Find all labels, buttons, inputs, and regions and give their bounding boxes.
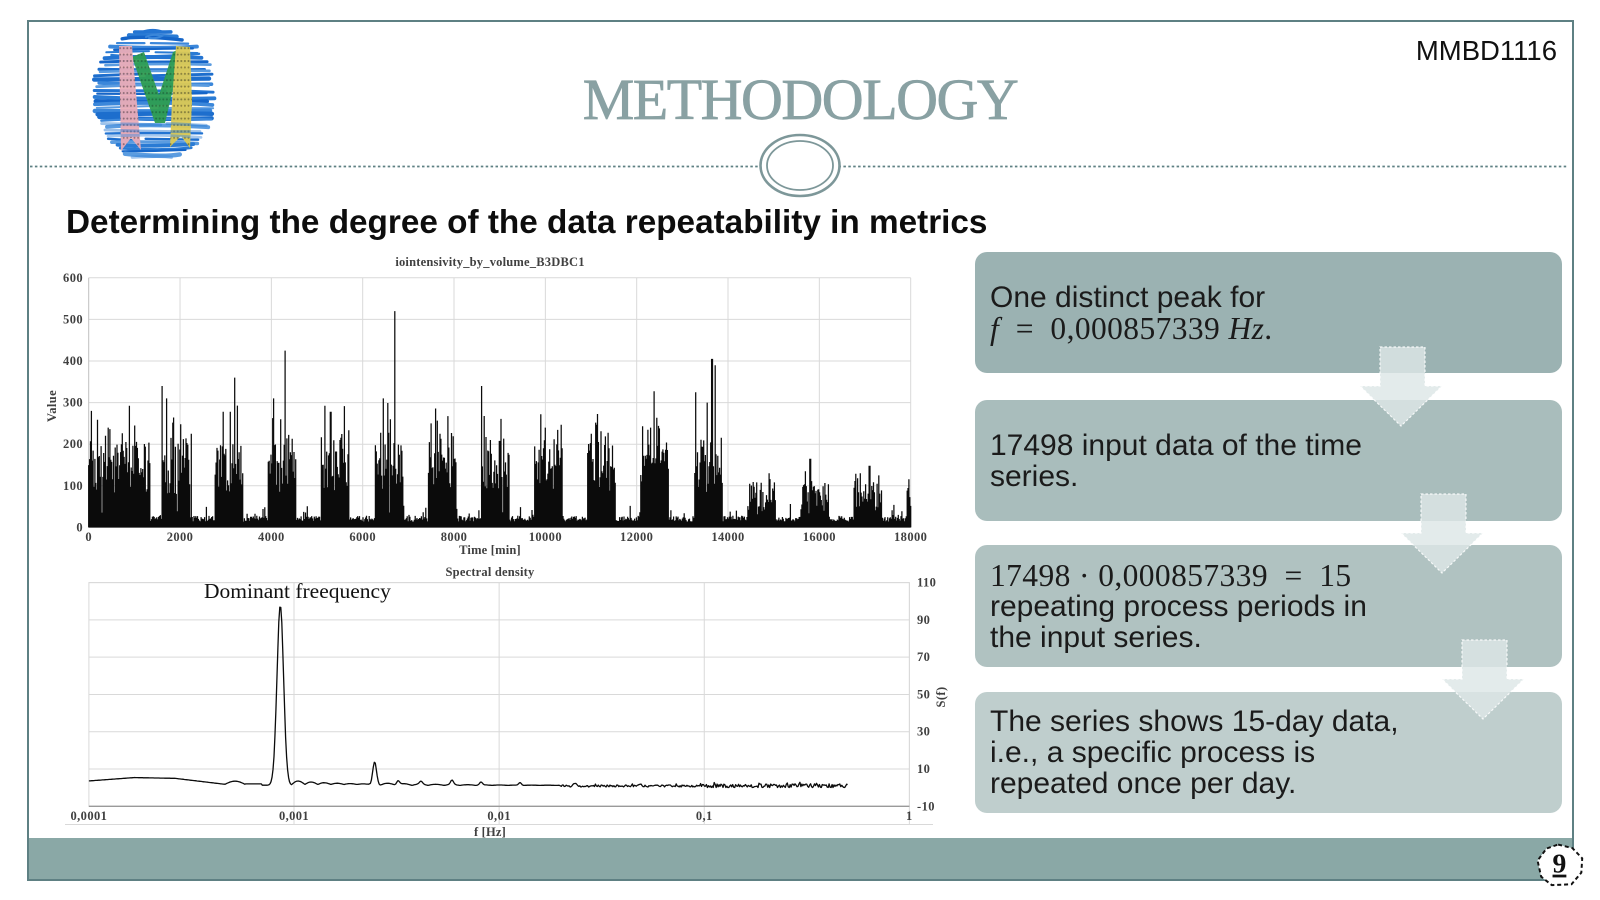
svg-text:1: 1 (906, 809, 913, 823)
svg-text:4000: 4000 (258, 530, 285, 544)
svg-text:Spectral density: Spectral density (446, 565, 536, 579)
svg-text:8000: 8000 (441, 530, 468, 544)
svg-text:0,001: 0,001 (279, 809, 309, 823)
svg-text:Dominant freequency: Dominant freequency (204, 579, 391, 603)
svg-text:0: 0 (85, 530, 92, 544)
svg-text:S(f): S(f) (934, 686, 948, 707)
svg-text:18000: 18000 (894, 530, 927, 544)
svg-text:2000: 2000 (167, 530, 194, 544)
svg-text:0,0001: 0,0001 (71, 809, 108, 823)
svg-text:70: 70 (917, 650, 930, 664)
svg-text:0,1: 0,1 (696, 809, 713, 823)
svg-text:0: 0 (76, 520, 83, 534)
svg-text:9: 9 (1553, 848, 1567, 879)
svg-text:300: 300 (63, 396, 83, 410)
svg-text:400: 400 (63, 354, 83, 368)
svg-text:Value: Value (45, 390, 59, 422)
svg-text:50: 50 (917, 687, 930, 701)
svg-text:10000: 10000 (529, 530, 562, 544)
svg-text:14000: 14000 (711, 530, 744, 544)
svg-text:Time [min]: Time [min] (459, 543, 521, 557)
svg-text:-10: -10 (917, 799, 935, 813)
svg-text:12000: 12000 (620, 530, 653, 544)
svg-text:90: 90 (917, 613, 930, 627)
svg-text:0,01: 0,01 (487, 809, 510, 823)
svg-text:100: 100 (63, 479, 83, 493)
svg-text:f [Hz]: f [Hz] (474, 825, 506, 839)
svg-text:30: 30 (917, 725, 930, 739)
svg-text:6000: 6000 (349, 530, 376, 544)
svg-text:16000: 16000 (803, 530, 836, 544)
svg-text:200: 200 (63, 437, 83, 451)
svg-text:500: 500 (63, 312, 83, 326)
svg-text:600: 600 (63, 271, 83, 285)
svg-text:10: 10 (917, 762, 930, 776)
svg-text:iointensivity_by_volume_B3DBC1: iointensivity_by_volume_B3DBC1 (395, 255, 584, 269)
svg-text:110: 110 (917, 576, 936, 590)
